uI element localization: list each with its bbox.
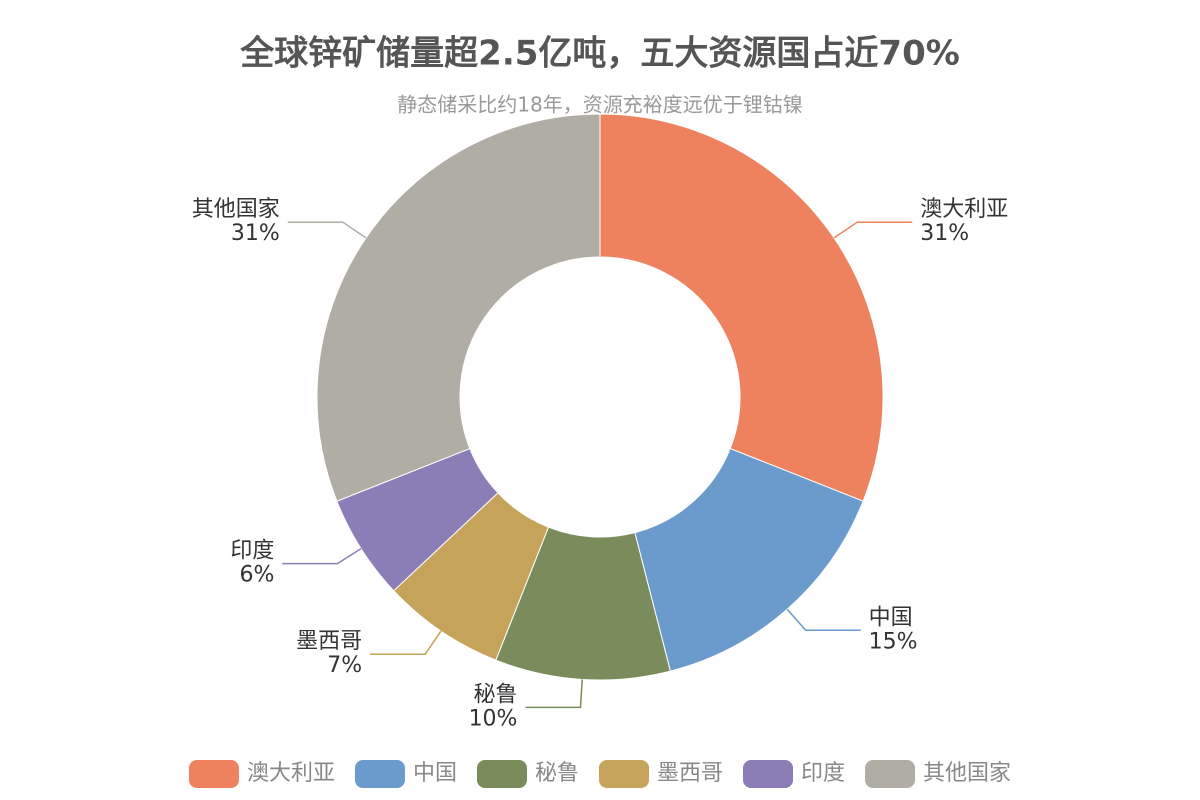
slice-value-label: 31% xyxy=(920,221,969,246)
legend-label: 其他国家 xyxy=(923,761,1011,786)
legend-swatch xyxy=(188,760,239,788)
legend-label: 印度 xyxy=(801,761,845,786)
slice-label: 墨西哥 xyxy=(296,629,362,654)
leader-line xyxy=(282,548,362,565)
slice-value-label: 31% xyxy=(231,221,280,246)
slice-label: 印度 xyxy=(230,539,274,564)
slice-value-label: 6% xyxy=(240,563,275,588)
legend-swatch xyxy=(599,760,649,788)
leader-line xyxy=(786,608,861,632)
leader-line xyxy=(370,630,442,655)
legend-label: 秘鲁 xyxy=(535,761,579,786)
slice-value-label: 7% xyxy=(327,653,362,678)
legend-swatch xyxy=(476,760,527,788)
leader-line xyxy=(833,221,913,239)
legend-swatch xyxy=(354,760,405,788)
leader-line xyxy=(287,221,367,239)
chart-title: 全球锌矿储量超2.5亿吨，五大资源国占近70% xyxy=(239,34,960,74)
slice-value-label: 10% xyxy=(469,706,518,731)
slice-label: 澳大利亚 xyxy=(920,197,1008,222)
slice xyxy=(599,113,884,502)
legend-label: 墨西哥 xyxy=(657,761,723,786)
legend-swatch xyxy=(743,760,794,788)
slice-label: 秘鲁 xyxy=(473,682,517,707)
slice-label: 中国 xyxy=(869,605,913,630)
slice-label: 其他国家 xyxy=(192,197,280,222)
legend: 澳大利亚 中国 秘鲁 墨西哥 印度 其他国家 xyxy=(188,760,1011,788)
legend-label: 澳大利亚 xyxy=(247,761,335,786)
slice xyxy=(634,447,864,672)
slice xyxy=(316,113,601,502)
legend-label: 中国 xyxy=(413,761,457,786)
legend-swatch xyxy=(865,760,916,788)
chart-subtitle: 静态储采比约18年，资源充裕度远优于锂钴镍 xyxy=(397,93,802,117)
slice-value-label: 15% xyxy=(869,629,918,654)
leader-line xyxy=(525,679,583,709)
